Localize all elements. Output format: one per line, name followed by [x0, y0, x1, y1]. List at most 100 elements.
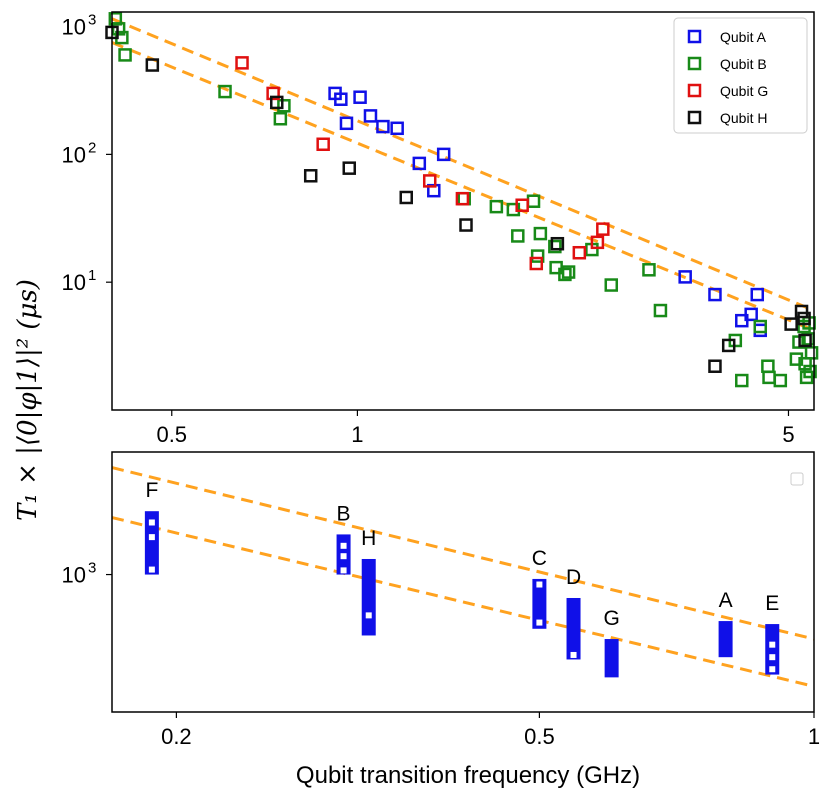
legend-frame	[673, 17, 808, 134]
range-bar-marker	[148, 534, 155, 541]
range-bar-marker	[148, 519, 155, 526]
range-bar-marker	[769, 666, 776, 673]
data-point-qubit-b	[273, 111, 288, 126]
empty-legend-box	[790, 472, 804, 486]
data-point-qubit-b	[530, 249, 545, 263]
data-point-qubit-b	[735, 373, 749, 388]
data-point-qubit-a	[353, 90, 367, 104]
data-point-qubit-b	[653, 303, 668, 318]
data-point-qubit-h	[721, 338, 736, 353]
top-x-tick-label: 1	[351, 422, 363, 447]
range-bar-marker	[340, 553, 347, 560]
data-point-qubit-b	[549, 260, 563, 275]
qubit-label-h: H	[361, 527, 376, 550]
data-point-qubit-g	[235, 56, 249, 70]
bottom-axis-ticks: 0.2 0.5 1 10 3	[62, 560, 821, 749]
data-point-qubit-a	[339, 116, 354, 131]
qubit-label-e: E	[765, 592, 779, 615]
bottom-plot-frame	[111, 451, 815, 713]
data-point-qubit-h	[708, 359, 722, 373]
range-bar-marker	[570, 651, 577, 658]
top-y-tick-exponent: 1	[88, 267, 96, 284]
bottom-bound-line	[111, 516, 815, 688]
data-point-qubit-h	[270, 95, 284, 110]
range-bar-marker	[536, 619, 543, 626]
range-bar-c	[532, 578, 547, 629]
data-point-qubit-b	[561, 265, 576, 279]
qubit-label-f: F	[145, 479, 158, 502]
data-point-qubit-b	[118, 48, 132, 62]
legend-label-g: Qubit G	[720, 83, 768, 99]
legend-marker-a	[687, 29, 702, 44]
range-bar-e	[765, 624, 780, 675]
data-point-qubit-g	[455, 191, 470, 206]
data-point-qubit-b	[533, 226, 548, 241]
qubit-label-g: G	[603, 607, 619, 630]
range-bar-f	[144, 511, 159, 575]
data-point-qubit-g	[590, 235, 605, 250]
legend-label-h: Qubit H	[720, 110, 767, 126]
data-point-qubit-h	[798, 333, 812, 348]
data-point-qubit-a	[753, 323, 768, 338]
data-point-qubit-b	[277, 99, 291, 113]
range-bar-marker	[365, 612, 372, 619]
top-y-tick-exponent: 3	[88, 12, 96, 29]
data-point-qubit-b	[548, 239, 562, 254]
data-point-qubit-g	[529, 256, 544, 271]
data-point-qubit-h	[342, 161, 357, 175]
data-point-qubit-a	[436, 147, 451, 162]
data-point-qubit-a	[334, 92, 348, 106]
data-point-qubit-g	[572, 245, 587, 260]
bottom-x-tick-label: 0.5	[524, 724, 555, 749]
data-point-qubit-b	[558, 267, 572, 282]
range-bar-marker	[769, 654, 776, 661]
range-bar-marker	[340, 542, 347, 549]
qubit-label-b: B	[337, 502, 351, 525]
bottom-bound-line	[111, 466, 815, 641]
top-x-tick-label: 0.5	[156, 422, 187, 447]
data-point-qubit-b	[511, 229, 525, 243]
data-point-qubit-h	[550, 236, 565, 251]
range-bar-marker	[340, 567, 347, 574]
range-bar-marker	[148, 566, 155, 573]
data-point-qubit-a	[412, 156, 427, 171]
data-point-qubit-b	[761, 359, 775, 373]
data-point-qubit-a	[708, 287, 722, 302]
bottom-x-tick-label: 1	[808, 724, 820, 749]
top-bound-line	[111, 17, 815, 312]
data-point-qubit-b	[803, 364, 817, 379]
top-y-tick-exponent: 2	[88, 139, 96, 156]
bottom-x-tick-label: 0.2	[161, 724, 192, 749]
data-point-qubit-h	[459, 218, 473, 232]
data-point-qubit-g	[596, 222, 610, 236]
qubit-label-a: A	[719, 589, 733, 612]
top-bound-line	[111, 41, 815, 332]
top-y-tick-label: 10	[62, 270, 86, 295]
data-point-qubit-a	[678, 270, 692, 284]
legend-marker-b	[687, 56, 702, 71]
top-x-tick-label: 5	[782, 422, 794, 447]
data-point-qubit-a	[376, 119, 390, 134]
data-point-qubit-b	[604, 278, 619, 292]
legend: Qubit A Qubit B Qubit G Qubit H	[673, 17, 808, 134]
data-point-qubit-h	[794, 304, 809, 319]
legend-label-a: Qubit A	[720, 29, 767, 45]
qubit-label-d: D	[566, 566, 581, 589]
legend-marker-g	[687, 83, 702, 98]
y-axis-label: T₁ × |⟨0|φ|1⟩|² (μs)	[13, 279, 43, 521]
data-point-qubit-b	[218, 84, 232, 99]
range-bar-d	[566, 597, 581, 660]
data-point-qubit-h	[145, 58, 160, 72]
data-point-qubit-h	[797, 311, 811, 326]
data-point-qubit-a	[390, 121, 404, 136]
data-point-qubit-a	[363, 109, 378, 123]
bottom-range-bars: F BH CDG A E	[144, 479, 780, 678]
top-scatter-points	[105, 12, 819, 388]
data-point-qubit-g	[316, 137, 330, 152]
qubit-label-c: C	[532, 547, 547, 570]
x-axis-label: Qubit transition frequency (GHz)	[296, 762, 640, 789]
data-point-qubit-b	[489, 199, 504, 214]
range-bar-marker	[536, 581, 543, 588]
